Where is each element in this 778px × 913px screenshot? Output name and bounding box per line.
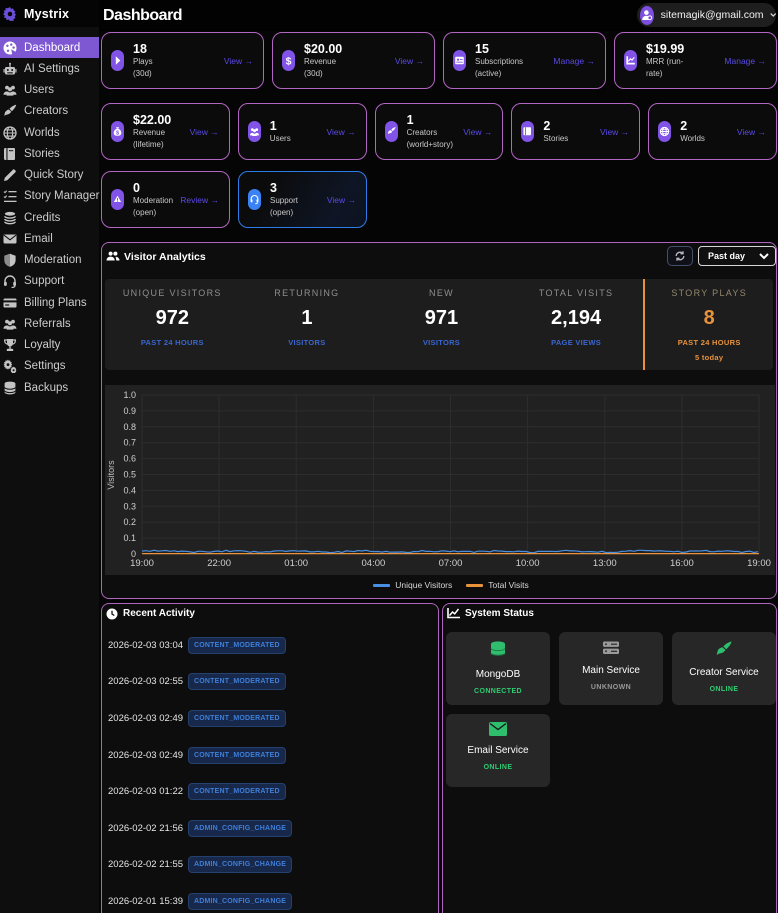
svg-text:01:00: 01:00: [284, 558, 308, 569]
svg-text:0.8: 0.8: [123, 422, 136, 432]
svg-text:04:00: 04:00: [362, 558, 386, 569]
svg-text:13:00: 13:00: [593, 558, 617, 569]
svg-text:$: $: [286, 56, 292, 68]
svg-text:1.0: 1.0: [123, 390, 136, 400]
svg-text:19:00: 19:00: [130, 558, 154, 569]
svg-text:0.3: 0.3: [123, 501, 136, 511]
svg-text:Visitors: Visitors: [106, 460, 116, 490]
svg-text:0.1: 0.1: [123, 533, 136, 543]
svg-text:0.9: 0.9: [123, 406, 136, 416]
svg-text:19:00: 19:00: [747, 558, 771, 569]
svg-text:10:00: 10:00: [516, 558, 540, 569]
svg-text:16:00: 16:00: [670, 558, 694, 569]
svg-text:0.6: 0.6: [123, 454, 136, 464]
svg-text:0.5: 0.5: [123, 470, 136, 480]
svg-text:0: 0: [131, 549, 136, 559]
svg-text:07:00: 07:00: [439, 558, 463, 569]
svg-text:22:00: 22:00: [207, 558, 231, 569]
svg-text:$: $: [116, 130, 119, 136]
svg-text:0.4: 0.4: [123, 485, 136, 495]
svg-text:0.2: 0.2: [123, 517, 136, 527]
svg-text:0.7: 0.7: [123, 438, 136, 448]
